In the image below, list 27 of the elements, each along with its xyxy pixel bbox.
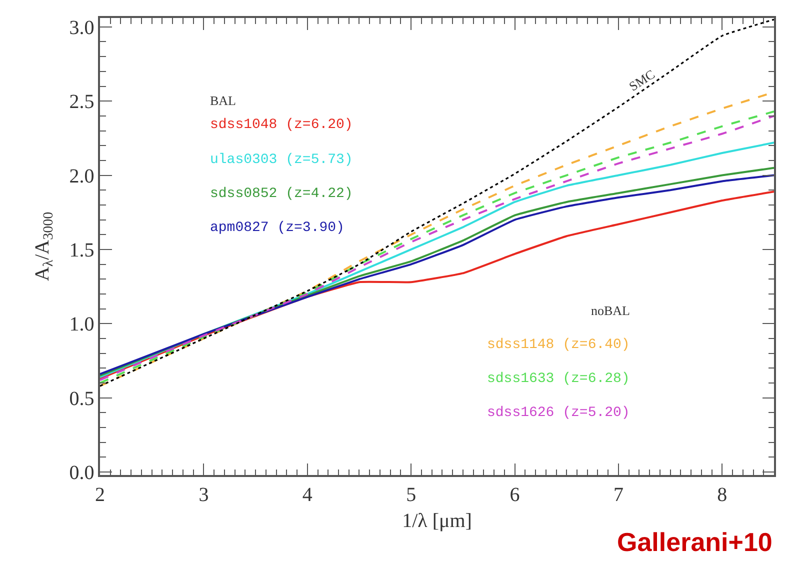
text: sdss1048 (z=6.20) [210,117,353,133]
text: ulas0303 (z=5.73) [210,152,353,168]
annotation: BAL [210,93,236,108]
x-tick-label: 7 [613,484,624,506]
y-tick-label: 0.5 [69,388,94,410]
annotation: noBAL [591,303,630,318]
text: apm0827 (z=3.90) [210,220,344,236]
text: sdss1633 (z=6.28) [487,371,630,387]
text: sdss1148 (z=6.40) [487,337,630,353]
x-tick-label: 4 [302,484,312,506]
y-tick-label: 1.5 [69,239,94,262]
x-tick-label: 2 [95,484,105,506]
text: sdss0852 (z=4.22) [210,186,353,202]
y-tick-label: 2.5 [69,91,94,114]
x-tick-label: 5 [406,484,416,506]
text: sdss1626 (z=5.20) [487,405,630,421]
x-tick-label: 6 [510,484,520,506]
y-tick-label: 2.0 [69,165,94,188]
annotation: SMC [626,66,658,94]
x-tick-label: 8 [717,484,728,506]
y-tick-label: 1.0 [69,314,94,336]
text: Gallerani+10 [617,527,772,557]
x-axis-title: 1/λ [μm] [402,510,472,532]
y-tick-label: 0.0 [69,462,94,484]
x-tick-label: 3 [198,484,209,506]
y-tick-label: 3.0 [69,16,94,39]
line-series [100,18,774,387]
